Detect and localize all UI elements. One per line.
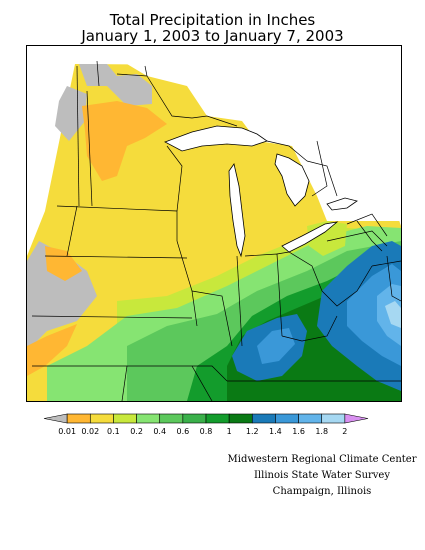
legend-label: 1 bbox=[227, 427, 232, 436]
legend-swatch bbox=[251, 413, 276, 424]
legend-swatch bbox=[66, 413, 91, 424]
legend-swatch bbox=[113, 413, 137, 424]
legend-swatch bbox=[43, 413, 68, 424]
legend-label: 0.01 bbox=[58, 427, 76, 436]
legend-swatch bbox=[321, 413, 346, 424]
lake-michigan bbox=[228, 163, 246, 258]
legend-label: 1.2 bbox=[246, 427, 259, 436]
map-region-grey-northwest bbox=[55, 86, 87, 141]
legend-swatch bbox=[136, 413, 161, 424]
map-region-blue-6 bbox=[385, 301, 401, 328]
legend-label: 0.4 bbox=[153, 427, 166, 436]
legend-label: 2 bbox=[342, 427, 347, 436]
precipitation-map bbox=[26, 45, 402, 402]
legend-label: 1.4 bbox=[269, 427, 282, 436]
legend-swatch bbox=[159, 413, 184, 424]
legend-swatch bbox=[298, 413, 323, 424]
legend-swatch bbox=[344, 413, 369, 424]
legend-label: 1.6 bbox=[292, 427, 305, 436]
credit-organization: Midwestern Regional Climate Center bbox=[227, 454, 417, 465]
map-title: Total Precipitation in Inches bbox=[109, 11, 316, 29]
map-region-grey-north bbox=[79, 64, 152, 106]
legend-swatch bbox=[205, 413, 230, 424]
legend-label: 0.2 bbox=[130, 427, 143, 436]
legend-label: 0.6 bbox=[176, 427, 189, 436]
legend-label: 1.8 bbox=[315, 427, 328, 436]
map-date-range: January 1, 2003 to January 7, 2003 bbox=[81, 27, 344, 45]
lake-erie bbox=[281, 221, 339, 253]
precipitation-map-svg bbox=[27, 46, 401, 401]
legend-swatch bbox=[182, 413, 207, 424]
north-boundaries bbox=[96, 60, 401, 302]
lake-ontario bbox=[326, 197, 358, 211]
legend-swatch bbox=[89, 413, 114, 424]
legend-label: 0.02 bbox=[81, 427, 99, 436]
credit-location: Champaign, Illinois bbox=[272, 486, 372, 497]
map-region-orange-1 bbox=[82, 101, 167, 181]
legend-swatch bbox=[228, 413, 253, 424]
credit-survey: Illinois State Water Survey bbox=[253, 470, 390, 481]
map-region-grey-west bbox=[27, 241, 97, 346]
precipitation-legend: 0.01 0.02 0.1 0.2 0.4 0.6 0.8 1 1.2 1.4 1.6 1.8 2 bbox=[43, 413, 369, 436]
legend-label: 0.8 bbox=[200, 427, 213, 436]
legend-label: 0.1 bbox=[107, 427, 120, 436]
map-region-orange-3 bbox=[27, 324, 77, 376]
map-region-orange-2 bbox=[45, 246, 82, 281]
state-boundaries bbox=[31, 65, 401, 401]
lake-huron bbox=[274, 153, 310, 207]
legend-swatch bbox=[275, 413, 299, 424]
